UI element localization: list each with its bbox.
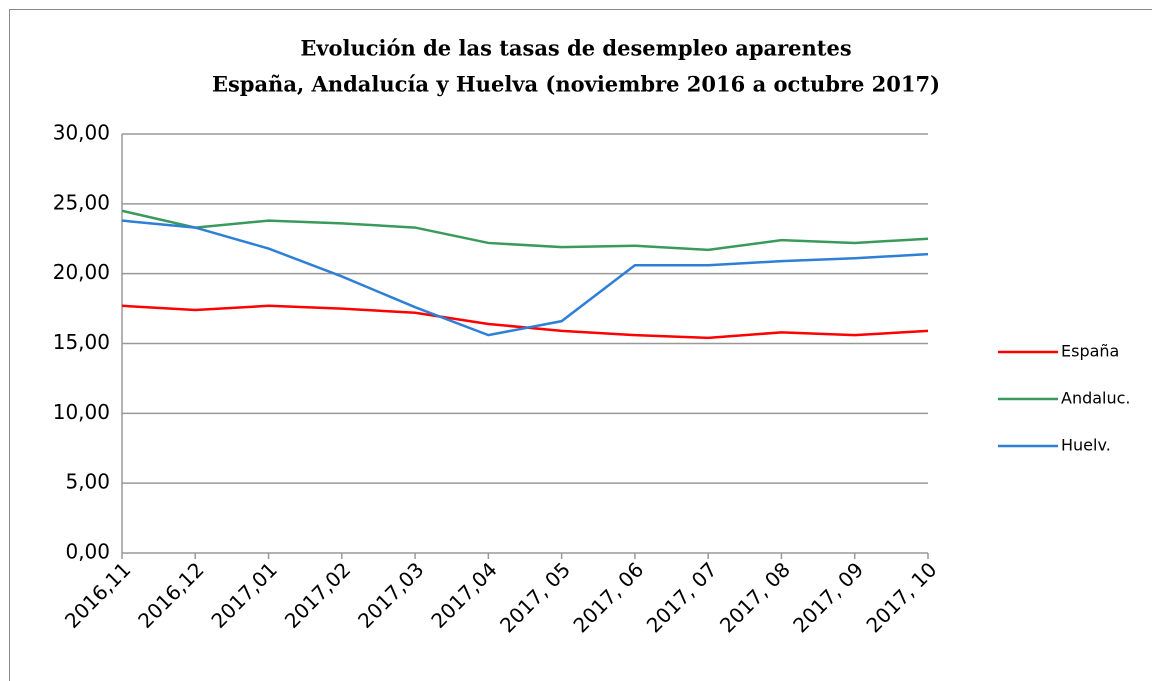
y-tick-label: 25,00 — [53, 190, 110, 214]
chart-subtitle: España, Andalucía y Huelva (noviembre 20… — [212, 72, 940, 97]
legend-label: Andaluc. — [1061, 389, 1131, 408]
chart-title: Evolución de las tasas de desempleo apar… — [300, 36, 851, 61]
y-tick-label: 5,00 — [65, 470, 110, 494]
series-line — [121, 209, 929, 252]
y-tick-label: 10,00 — [53, 400, 110, 424]
y-tick-label: 20,00 — [53, 260, 110, 284]
chart-border — [9, 9, 1152, 681]
legend-label: Huelv. — [1061, 436, 1111, 455]
legend-label: España — [1061, 342, 1119, 361]
y-tick-label: 0,00 — [65, 540, 110, 564]
y-tick-label: 30,00 — [53, 121, 110, 145]
y-tick-label: 15,00 — [53, 330, 110, 354]
series-line — [121, 219, 929, 337]
